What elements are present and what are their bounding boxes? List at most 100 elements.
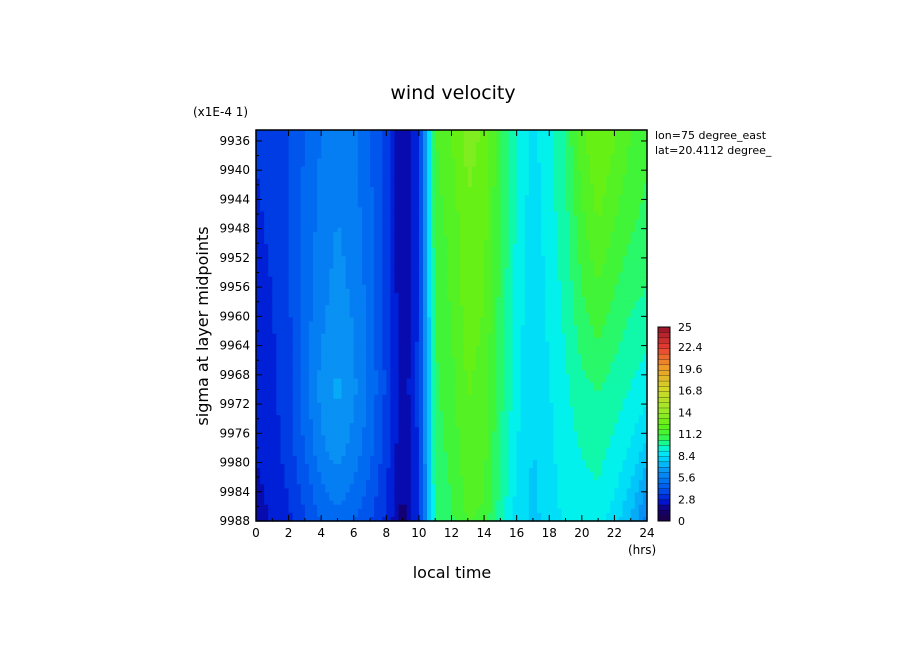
contour-cell (463, 280, 469, 286)
contour-cell (492, 239, 497, 245)
contour-cell (618, 252, 624, 257)
contour-cell (447, 170, 453, 176)
contour-cell (435, 260, 440, 265)
contour-cell (642, 223, 648, 229)
contour-cell (626, 264, 632, 270)
contour-cell (512, 256, 518, 261)
contour-cell (398, 170, 404, 176)
contour-cell (439, 309, 444, 314)
contour-cell (606, 280, 611, 286)
contour-cell (313, 146, 318, 151)
contour-cell (577, 296, 583, 302)
contour-cell (602, 313, 607, 318)
contour-cell (288, 268, 294, 274)
contour-cell (475, 248, 481, 253)
contour-cell (418, 248, 424, 253)
contour-cell (325, 203, 330, 208)
contour-cell (610, 280, 616, 286)
contour-cell (313, 187, 318, 192)
contour-cell (406, 174, 412, 180)
contour-cell (463, 313, 469, 318)
contour-cell (308, 301, 314, 306)
contour-cell (569, 215, 575, 221)
contour-cell (317, 231, 322, 237)
contour-cell (361, 227, 367, 233)
contour-cell (276, 276, 282, 282)
contour-cell (528, 154, 534, 160)
contour-cell (585, 138, 591, 143)
contour-cell (480, 252, 485, 257)
contour-cell (268, 182, 273, 188)
contour-cell (537, 170, 542, 176)
contour-cell (614, 292, 620, 298)
contour-cell (353, 203, 359, 208)
contour-cell (345, 305, 351, 310)
contour-cell (418, 264, 424, 270)
contour-cell (260, 219, 265, 225)
contour-cell (557, 321, 563, 327)
contour-cell (545, 321, 550, 327)
contour-cell (398, 337, 404, 343)
contour-cell (398, 317, 404, 323)
contour-cell (459, 256, 465, 261)
contour-cell (447, 199, 453, 204)
contour-cell (594, 296, 599, 302)
contour-cell (614, 296, 620, 302)
contour-cell (467, 146, 473, 151)
contour-cell (602, 142, 607, 147)
contour-cell (594, 264, 599, 270)
contour-cell (638, 150, 644, 156)
contour-cell (504, 280, 510, 286)
contour-cell (361, 158, 367, 164)
contour-cell (455, 142, 461, 147)
contour-cell (565, 313, 571, 318)
contour-cell (463, 150, 469, 156)
contour-cell (634, 296, 640, 302)
contour-cell (300, 329, 306, 335)
contour-cell (589, 158, 595, 164)
contour-cell (516, 166, 522, 172)
contour-cell (280, 162, 286, 168)
contour-cell (272, 239, 277, 245)
contour-cell (496, 305, 501, 310)
contour-cell (329, 288, 334, 294)
contour-cell (557, 215, 563, 221)
contour-cell (431, 174, 436, 180)
contour-cell (565, 199, 571, 204)
contour-cell (374, 329, 379, 335)
contour-cell (418, 244, 424, 249)
contour-cell (329, 146, 334, 151)
contour-cell (317, 280, 322, 286)
contour-cell (528, 337, 534, 343)
contour-cell (276, 239, 282, 245)
contour-cell (455, 309, 461, 314)
contour-cell (313, 309, 318, 314)
contour-cell (365, 252, 371, 257)
contour-cell (504, 162, 510, 168)
contour-cell (284, 199, 290, 204)
contour-cell (394, 158, 400, 164)
contour-cell (406, 150, 412, 156)
contour-cell (520, 142, 526, 147)
contour-cell (374, 219, 379, 225)
contour-cell (378, 280, 383, 286)
contour-cell (410, 309, 416, 314)
contour-cell (329, 264, 334, 270)
contour-cell (577, 264, 583, 270)
contour-cell (447, 309, 453, 314)
contour-cell (622, 264, 628, 270)
contour-cell (370, 170, 375, 176)
contour-cell (447, 292, 453, 298)
contour-cell (581, 215, 587, 221)
contour-cell (329, 150, 334, 156)
contour-cell (272, 162, 277, 168)
contour-cell (345, 321, 351, 327)
contour-cell (317, 301, 322, 306)
contour-cell (341, 317, 347, 323)
contour-cell (537, 219, 542, 225)
contour-cell (594, 280, 599, 286)
contour-cell (447, 154, 453, 160)
contour-cell (398, 187, 404, 192)
contour-cell (504, 276, 510, 282)
contour-cell (626, 195, 632, 200)
